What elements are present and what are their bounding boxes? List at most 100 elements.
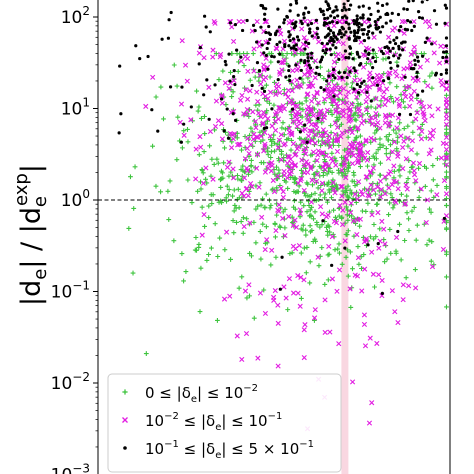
data-point <box>316 39 322 45</box>
data-point <box>298 76 302 80</box>
data-point <box>262 205 268 211</box>
data-point <box>254 89 260 95</box>
data-point <box>365 163 370 169</box>
data-point <box>273 234 278 240</box>
data-point <box>348 52 352 56</box>
data-point <box>402 238 408 243</box>
data-point <box>274 31 278 35</box>
data-point <box>310 34 314 38</box>
data-point <box>336 170 342 176</box>
data-point <box>434 22 439 26</box>
data-point <box>201 149 207 155</box>
data-point <box>250 109 256 115</box>
data-point <box>401 30 407 36</box>
data-point <box>314 157 320 164</box>
data-point <box>341 86 347 92</box>
data-point <box>374 23 378 27</box>
data-point <box>200 170 206 176</box>
data-point <box>281 87 287 93</box>
data-point <box>280 255 284 259</box>
data-point <box>178 101 185 107</box>
data-point <box>345 217 351 223</box>
data-point <box>202 93 206 97</box>
data-point <box>360 64 367 70</box>
data-point <box>179 251 185 257</box>
data-point <box>315 26 319 30</box>
data-point <box>387 56 391 60</box>
data-point <box>244 185 250 191</box>
data-point <box>195 188 201 194</box>
data-point <box>210 47 216 53</box>
data-point <box>226 192 231 198</box>
data-point <box>392 198 398 204</box>
data-point <box>224 63 228 67</box>
data-point <box>246 114 252 119</box>
data-point <box>246 150 252 157</box>
data-point <box>219 136 225 142</box>
data-point <box>375 210 381 216</box>
data-point <box>377 178 384 184</box>
data-point <box>160 37 164 41</box>
data-point <box>230 166 236 172</box>
data-point <box>280 215 286 221</box>
data-point <box>304 92 310 98</box>
data-point <box>318 108 324 114</box>
data-point <box>222 145 227 151</box>
data-point <box>381 79 386 83</box>
data-point <box>422 79 428 85</box>
data-point <box>322 191 328 197</box>
data-point <box>336 213 342 219</box>
data-point <box>290 290 297 296</box>
data-point <box>338 184 344 190</box>
data-point <box>444 6 449 10</box>
data-point <box>303 123 307 127</box>
data-point <box>432 9 437 13</box>
data-point <box>340 75 344 79</box>
data-point <box>331 82 338 89</box>
data-point <box>391 46 395 50</box>
data-point <box>325 277 331 283</box>
data-point <box>412 24 416 29</box>
data-point <box>329 112 335 117</box>
data-point <box>420 0 424 4</box>
data-point <box>345 228 351 234</box>
data-point <box>438 77 444 84</box>
data-point <box>403 182 409 188</box>
data-point <box>422 18 429 25</box>
data-point <box>319 120 325 126</box>
data-point <box>258 81 264 87</box>
data-point <box>262 169 268 175</box>
data-point <box>247 77 253 83</box>
data-point <box>382 102 388 108</box>
data-point <box>290 68 296 74</box>
data-point <box>444 55 449 59</box>
data-point <box>293 176 298 182</box>
data-point <box>374 156 379 162</box>
data-point <box>388 191 394 197</box>
data-point <box>436 60 443 66</box>
data-point <box>305 69 311 75</box>
data-point <box>374 340 380 347</box>
data-point <box>426 237 432 243</box>
data-point <box>367 17 372 22</box>
data-point <box>223 195 229 201</box>
data-point <box>385 2 389 6</box>
data-point <box>441 55 445 60</box>
data-point <box>355 140 361 146</box>
data-point <box>254 18 260 25</box>
data-point <box>286 213 292 220</box>
data-point <box>337 57 341 61</box>
data-point <box>428 258 434 264</box>
data-point <box>392 25 398 31</box>
data-point <box>215 160 221 166</box>
data-point <box>290 107 295 111</box>
data-point <box>328 47 332 51</box>
data-point <box>236 205 242 211</box>
data-point <box>316 116 320 121</box>
data-point <box>321 219 325 223</box>
data-point <box>390 11 394 15</box>
data-point <box>443 85 450 91</box>
data-point <box>297 214 303 220</box>
data-point <box>407 103 413 109</box>
data-point <box>371 162 377 168</box>
